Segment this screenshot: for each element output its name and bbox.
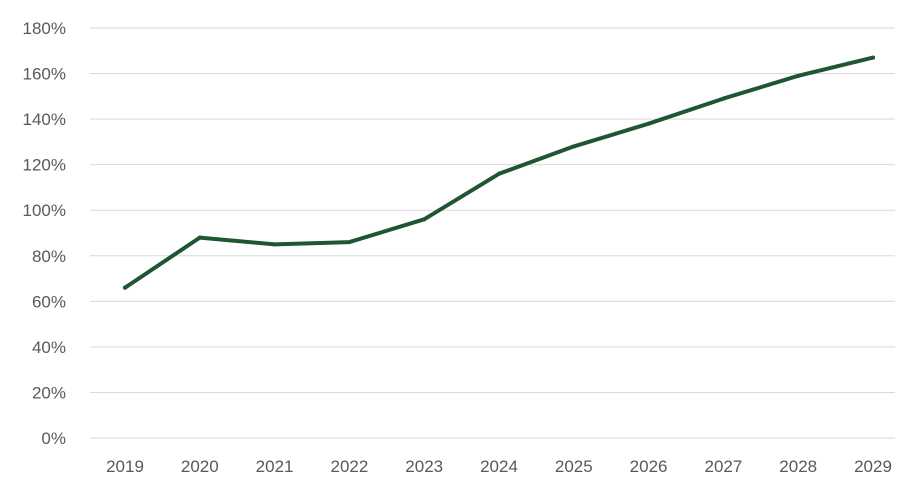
data-point <box>422 217 426 221</box>
x-tick-label: 2019 <box>106 457 144 476</box>
data-point <box>572 144 576 148</box>
x-tick-label: 2028 <box>779 457 817 476</box>
y-tick-label: 60% <box>32 292 66 311</box>
data-point <box>647 122 651 126</box>
data-point <box>871 56 875 60</box>
y-tick-label: 40% <box>32 338 66 357</box>
x-tick-label: 2027 <box>704 457 742 476</box>
data-point <box>123 286 127 290</box>
y-tick-label: 160% <box>23 65 66 84</box>
data-point <box>347 240 351 244</box>
y-tick-label: 180% <box>23 19 66 38</box>
x-tick-label: 2026 <box>630 457 668 476</box>
x-tick-label: 2021 <box>256 457 294 476</box>
x-tick-label: 2023 <box>405 457 443 476</box>
data-point <box>198 236 202 240</box>
data-point <box>497 172 501 176</box>
data-point <box>273 242 277 246</box>
y-tick-label: 120% <box>23 156 66 175</box>
y-tick-label: 80% <box>32 247 66 266</box>
y-axis-ticks: 0% 20% 40% 60% 80% 100% 120% 140% 160% 180% <box>23 19 66 448</box>
y-tick-label: 100% <box>23 201 66 220</box>
x-tick-label: 2024 <box>480 457 518 476</box>
x-tick-label: 2022 <box>330 457 368 476</box>
y-tick-label: 20% <box>32 383 66 402</box>
series-layer <box>123 56 875 290</box>
x-axis-ticks: 2019 2020 2021 2022 2023 2024 2025 2026 2027 2028… <box>106 457 892 476</box>
y-tick-label: 0% <box>41 429 66 448</box>
data-point <box>796 74 800 78</box>
y-tick-label: 140% <box>23 110 66 129</box>
x-tick-label: 2025 <box>555 457 593 476</box>
x-tick-label: 2029 <box>854 457 892 476</box>
gridlines <box>90 28 895 438</box>
data-point <box>721 97 725 101</box>
x-tick-label: 2020 <box>181 457 219 476</box>
